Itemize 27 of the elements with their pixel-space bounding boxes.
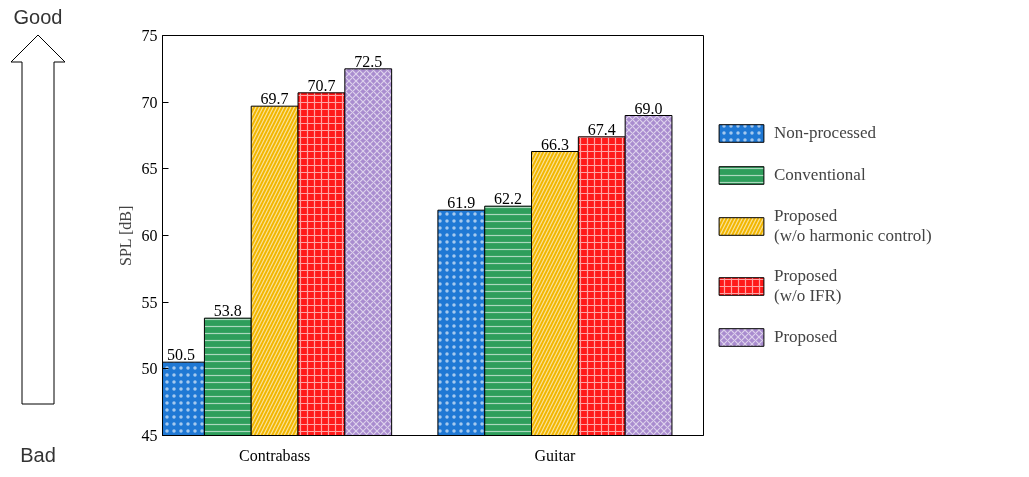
data-label: 66.3: [540, 135, 569, 153]
y-tick-label: 70: [141, 93, 158, 111]
data-label: 69.7: [260, 90, 289, 108]
data-label: 53.8: [213, 302, 242, 320]
legend-label: Non-processed: [774, 123, 876, 143]
y-tick-label: 50: [141, 360, 158, 378]
y-tick-label: 75: [141, 27, 158, 44]
text: Good: [13, 6, 63, 28]
data-label: 69.0: [634, 99, 663, 117]
data-label: 50.5: [167, 346, 195, 364]
text: Bad: [20, 444, 56, 466]
y-tick-label: 45: [141, 427, 158, 444]
legend-label: Proposed: [774, 327, 838, 347]
y-tick-label: 60: [141, 227, 158, 244]
y-axis-title: SPL [dB]: [116, 205, 134, 266]
y-tick-label: 65: [141, 160, 158, 178]
legend-label: Conventional: [774, 165, 866, 185]
legend-label: Proposed (w/o harmonic control): [774, 206, 932, 246]
data-label: 61.9: [447, 194, 476, 212]
y-tick-label: 55: [141, 293, 158, 311]
x-tick-label: Contrabass: [239, 446, 311, 464]
data-label: 67.4: [587, 120, 616, 138]
data-label: 62.2: [494, 190, 523, 208]
x-tick-label: Guitar: [534, 446, 577, 464]
data-label: 70.7: [307, 76, 336, 94]
data-label: 72.5: [354, 52, 383, 70]
legend-label: Proposed (w/o IFR): [774, 266, 842, 306]
